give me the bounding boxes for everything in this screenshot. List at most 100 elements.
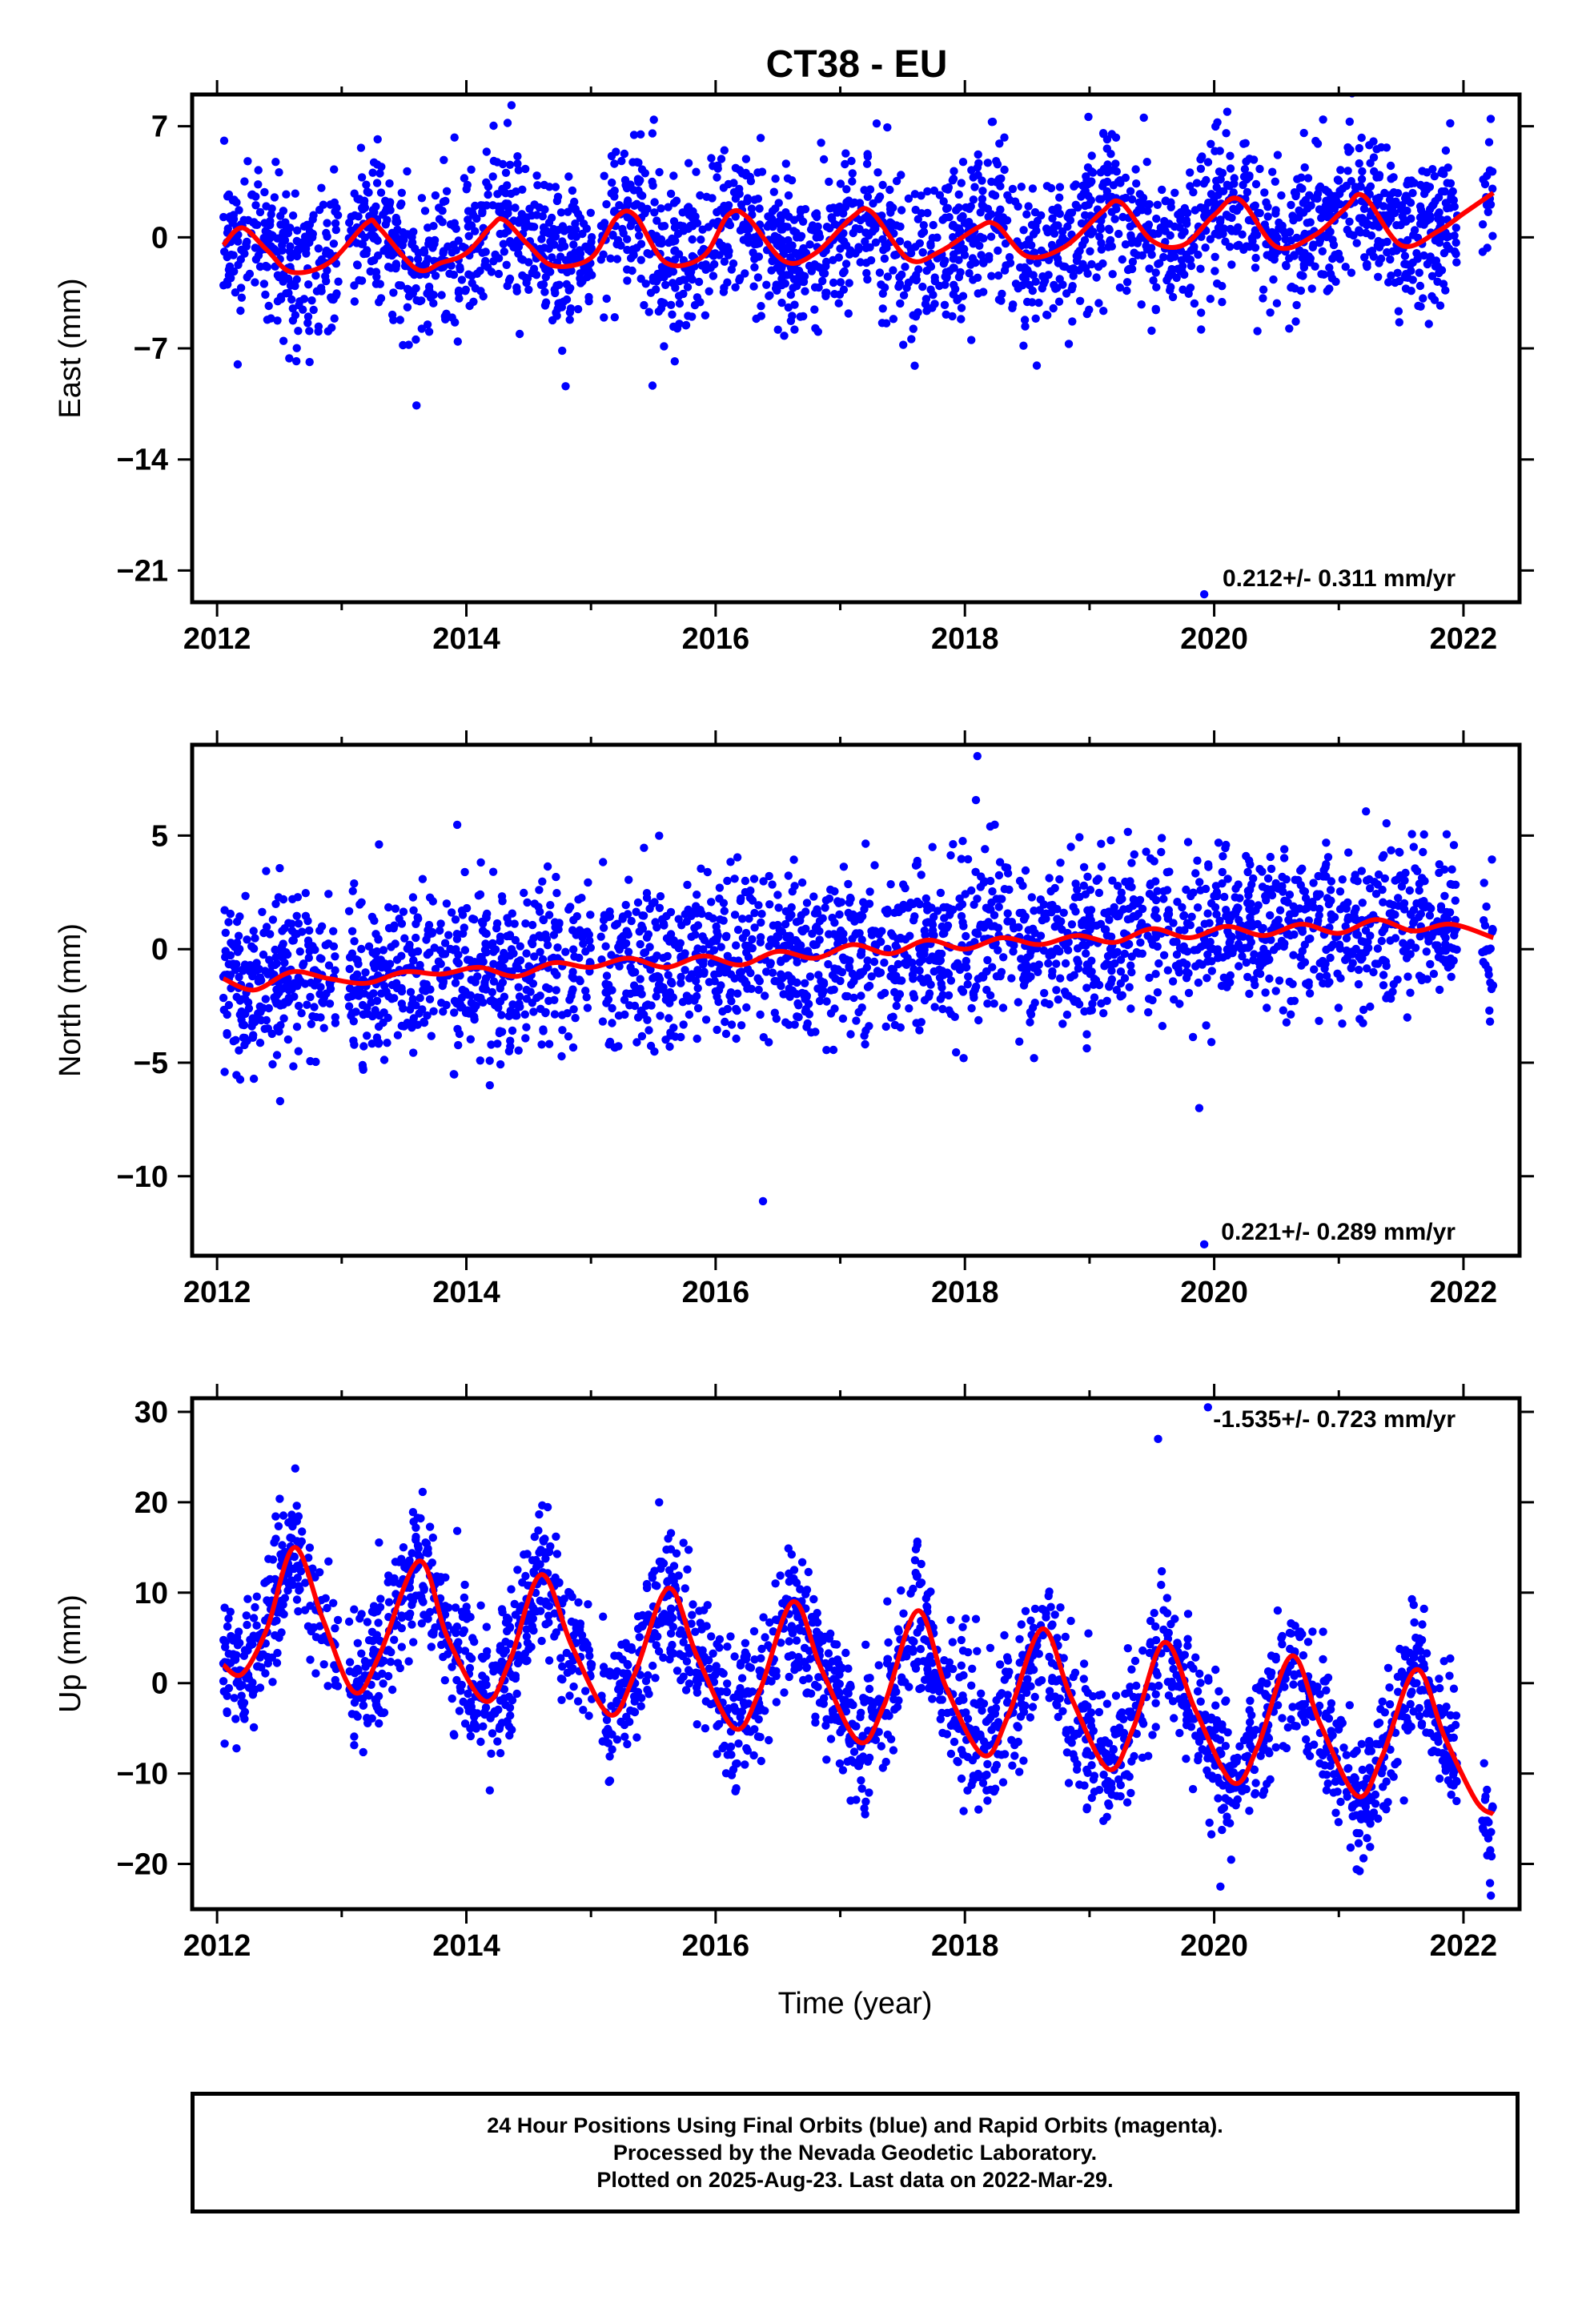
data-point xyxy=(1328,201,1337,210)
data-point xyxy=(705,911,713,921)
data-point xyxy=(1439,248,1449,258)
data-point xyxy=(1100,962,1109,971)
data-point xyxy=(489,977,499,986)
data-point xyxy=(460,174,469,183)
data-point xyxy=(616,934,625,943)
data-point xyxy=(356,143,366,152)
data-point xyxy=(1402,217,1411,226)
data-point xyxy=(397,199,406,208)
data-point xyxy=(1180,203,1190,213)
data-point xyxy=(899,880,908,889)
data-point xyxy=(403,303,412,312)
data-point xyxy=(1363,943,1372,953)
data-point xyxy=(1313,194,1322,203)
data-point xyxy=(917,870,926,879)
data-point xyxy=(645,943,654,951)
data-point xyxy=(811,210,820,219)
data-point xyxy=(670,357,679,366)
data-point xyxy=(1267,864,1276,874)
data-point xyxy=(1285,324,1294,333)
data-point xyxy=(1251,243,1260,252)
data-point xyxy=(1130,248,1138,257)
data-point xyxy=(529,264,539,273)
data-point xyxy=(536,907,544,916)
data-point xyxy=(911,312,921,321)
data-point xyxy=(276,295,286,304)
data-point xyxy=(496,984,504,993)
data-point xyxy=(692,976,701,986)
data-point xyxy=(229,251,238,259)
data-point xyxy=(1030,207,1040,217)
data-point xyxy=(243,1036,251,1045)
data-point xyxy=(757,312,765,320)
data-point xyxy=(1201,243,1210,252)
data-point xyxy=(601,942,610,951)
data-point xyxy=(615,962,624,971)
data-point xyxy=(1206,235,1215,243)
x-tick-label: 2016 xyxy=(682,622,750,656)
data-point xyxy=(742,948,751,957)
data-point xyxy=(862,159,872,168)
data-point xyxy=(414,248,423,258)
data-point xyxy=(223,192,232,201)
data-point xyxy=(1319,270,1328,279)
data-point xyxy=(1369,967,1378,977)
data-point xyxy=(1033,259,1042,267)
data-point xyxy=(1063,212,1072,222)
data-point xyxy=(533,181,542,190)
data-point xyxy=(729,187,739,197)
data-point xyxy=(549,931,559,939)
data-point xyxy=(1419,830,1428,839)
data-point xyxy=(567,231,576,240)
data-point xyxy=(1440,865,1449,875)
data-point xyxy=(255,262,265,271)
data-point xyxy=(785,931,794,940)
data-point xyxy=(1217,981,1227,991)
data-point xyxy=(1303,219,1312,227)
data-point xyxy=(1439,279,1448,288)
data-point xyxy=(541,272,550,282)
data-point xyxy=(990,820,999,830)
data-point xyxy=(1111,133,1121,142)
data-point xyxy=(431,964,440,974)
data-point xyxy=(1272,299,1282,308)
data-point xyxy=(620,149,629,159)
data-point xyxy=(774,932,783,942)
data-point xyxy=(644,930,653,939)
data-point xyxy=(1032,361,1042,370)
data-point xyxy=(219,136,229,145)
data-point xyxy=(900,959,909,967)
data-point xyxy=(1211,122,1220,131)
data-point xyxy=(282,289,291,298)
data-point xyxy=(817,977,825,986)
data-point xyxy=(1352,930,1361,939)
data-point xyxy=(1079,862,1089,872)
data-point xyxy=(1123,827,1133,837)
data-point xyxy=(478,919,488,928)
data-point xyxy=(1438,166,1447,175)
data-point xyxy=(373,135,382,144)
data-point xyxy=(530,899,539,908)
data-point xyxy=(450,996,460,1006)
data-point xyxy=(1086,886,1095,895)
data-point xyxy=(867,931,877,939)
data-point xyxy=(1028,1003,1038,1012)
data-point xyxy=(350,879,359,888)
data-point xyxy=(724,201,733,210)
data-point xyxy=(357,944,366,954)
data-point xyxy=(842,185,851,194)
data-point xyxy=(987,118,997,127)
data-point xyxy=(420,207,430,215)
data-point xyxy=(905,1004,913,1013)
data-point xyxy=(736,896,745,906)
data-point xyxy=(599,923,608,932)
data-point xyxy=(439,1007,448,1016)
data-point xyxy=(941,184,950,193)
data-point xyxy=(1244,215,1254,225)
data-point xyxy=(234,931,243,940)
data-point xyxy=(1069,264,1078,273)
data-point xyxy=(638,191,647,200)
data-point xyxy=(659,954,668,963)
data-point xyxy=(1230,174,1239,183)
data-point xyxy=(754,985,763,995)
